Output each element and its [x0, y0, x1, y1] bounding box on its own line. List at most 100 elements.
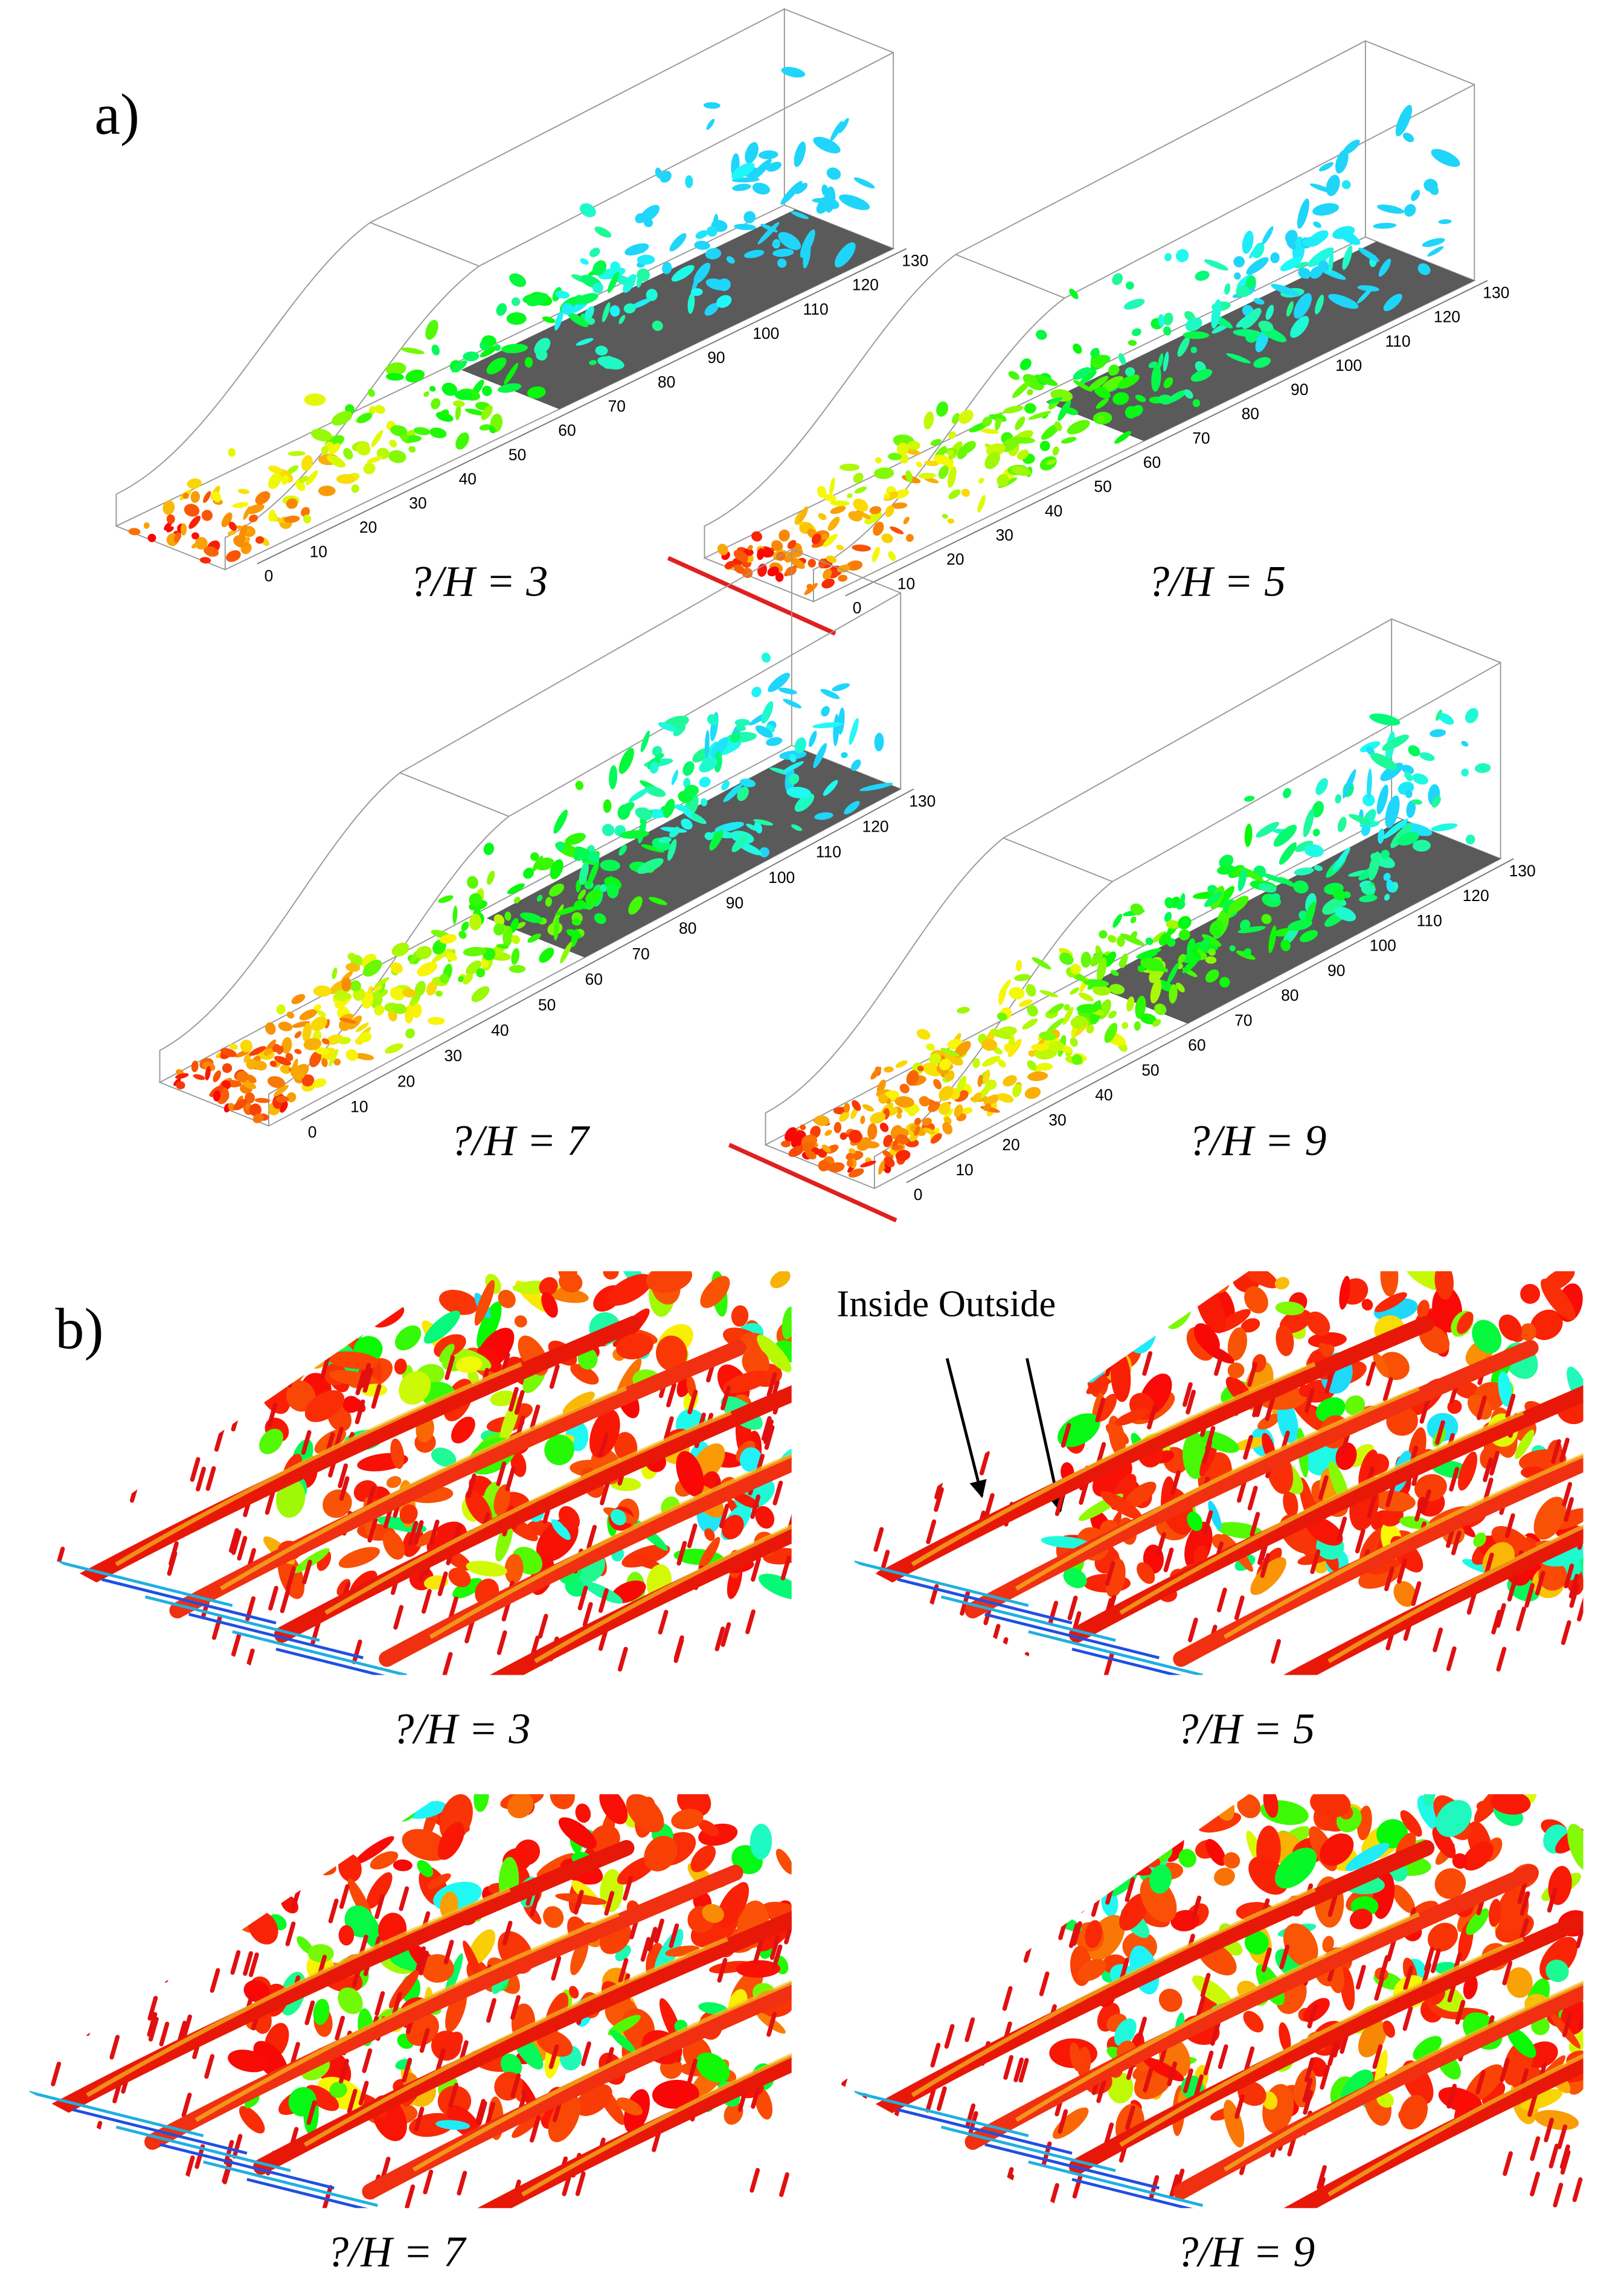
vortex-blob	[669, 827, 680, 838]
vortex-blob	[826, 167, 841, 180]
vortex-blob	[818, 1160, 830, 1172]
vortex-blob	[1280, 256, 1303, 272]
vortex-blob	[635, 807, 652, 821]
vortex-blob	[1205, 969, 1219, 983]
vortex-blob	[839, 463, 860, 471]
vortex-blob	[1192, 399, 1201, 408]
hairpin	[1551, 1439, 1561, 1464]
vortex-blob	[461, 922, 469, 931]
vortex-blob	[770, 1271, 791, 1289]
vortex-blob	[1070, 963, 1081, 975]
vortex-blob	[1305, 1516, 1343, 1546]
vortex-blob	[338, 1925, 355, 1946]
tick-label: 70	[632, 945, 649, 963]
vortex-blob	[555, 906, 580, 916]
vortex-blob	[853, 498, 868, 512]
vortex-blob	[254, 1098, 271, 1103]
vortex-blob	[212, 491, 222, 502]
vortex-blob	[338, 1036, 351, 1045]
hairpin	[1403, 1965, 1414, 1991]
vortex-blob	[836, 564, 850, 573]
hairpin	[719, 1503, 730, 1529]
vortex-blob	[286, 1092, 297, 1103]
vortex-blob	[222, 1063, 233, 1073]
hairpin	[551, 1955, 562, 1981]
vortex-blob	[1378, 258, 1391, 277]
vortex-blob	[452, 1577, 483, 1599]
vortex-blob	[299, 1009, 318, 1021]
vortex-blob	[867, 1123, 878, 1140]
hairpin	[1402, 2006, 1413, 2031]
vortex-blob	[846, 560, 863, 571]
vortex-blob	[1382, 2020, 1395, 2038]
vortex-blob	[423, 1311, 460, 1344]
hairpin	[839, 1399, 849, 1425]
vortex-blob	[916, 1028, 931, 1040]
vortex-blob	[1202, 1344, 1234, 1364]
hairpin	[1302, 2077, 1313, 2103]
vortex-blob	[1052, 2107, 1089, 2139]
hairpin	[405, 2184, 416, 2209]
vortex-blob	[833, 1121, 842, 1134]
vortex-blob	[1065, 1851, 1079, 1883]
vortex-blob	[1022, 374, 1044, 391]
vortex-blob	[838, 574, 848, 582]
vortex-blob	[995, 414, 1006, 420]
box-edge	[1391, 618, 1501, 664]
vortex-blob	[1126, 281, 1134, 290]
vortex-blob	[922, 1117, 932, 1126]
hairpin	[1200, 1972, 1211, 1998]
vortex-blob	[262, 1324, 281, 1348]
vortex-blob	[1070, 1037, 1078, 1047]
hairpin	[772, 1944, 783, 1969]
vortex-blob	[439, 974, 449, 984]
vortex-blob	[291, 993, 306, 1004]
vortex-blob	[425, 319, 438, 340]
hairpin	[1549, 2143, 1559, 2169]
vortex-blob	[621, 1544, 670, 1568]
vortex-blob	[952, 412, 960, 424]
vortex-blob	[267, 1076, 286, 1088]
vortex-blob	[939, 1102, 951, 1115]
hairpin	[1451, 1530, 1462, 1556]
vortex-blob	[568, 312, 589, 327]
box-edge	[704, 40, 1366, 559]
vortex-blob	[342, 1396, 360, 1413]
vortex-blob	[1380, 762, 1404, 781]
vortex-blob	[850, 759, 861, 771]
vortex-blob	[870, 1067, 882, 1080]
hairpin	[442, 1652, 453, 1675]
hairpin	[1147, 1404, 1157, 1429]
vortex-blob	[854, 486, 867, 494]
hairpin	[925, 2088, 936, 2113]
vortex-blob	[826, 555, 837, 563]
vortex-blob	[849, 1148, 856, 1154]
vortex-blob	[1016, 960, 1022, 972]
vortex-blob	[885, 505, 894, 518]
vortex-blob	[1377, 204, 1405, 214]
vortex-blob	[628, 896, 643, 915]
vortex-blob	[778, 529, 790, 542]
vortex-blob	[734, 223, 756, 230]
vortex-blob	[787, 540, 797, 549]
vortex-blob	[1100, 1490, 1142, 1520]
vortex-blob	[338, 1987, 363, 2014]
wall-streak	[275, 1647, 451, 1675]
vortex-blob	[704, 1528, 715, 1541]
hairpin	[979, 1451, 990, 1475]
vortex-blob	[723, 784, 742, 803]
hairpin	[163, 1957, 174, 1983]
vortex-blob	[827, 516, 840, 531]
vortex-blob	[592, 260, 607, 276]
vortex-blob	[682, 761, 695, 776]
hairpin	[147, 1995, 158, 2021]
hairpin	[1446, 1646, 1457, 1672]
hairpin	[1564, 1564, 1574, 1589]
hairpin	[248, 1952, 259, 1977]
vortex-blob	[284, 515, 300, 523]
hairpin	[1137, 2016, 1147, 2042]
vortex-blob	[290, 1799, 312, 1850]
hairpin	[1530, 2136, 1541, 2161]
vortex-blob	[1337, 816, 1347, 832]
